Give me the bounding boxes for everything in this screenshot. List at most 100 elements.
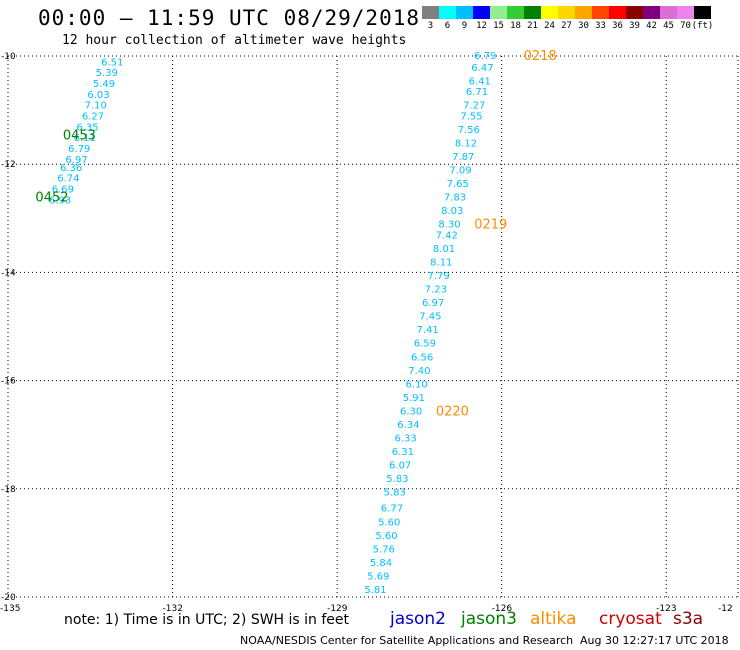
lon-label: -126 bbox=[492, 604, 513, 614]
pass-time-label: 0219 bbox=[474, 218, 507, 233]
wave-height-value: 7.45 bbox=[419, 312, 441, 323]
wave-height-value: 6.93 bbox=[49, 195, 71, 206]
wave-height-value: 6.30 bbox=[400, 406, 422, 417]
legend-swatch bbox=[507, 6, 524, 19]
sat-jason3: jason3 bbox=[461, 609, 517, 629]
footnote: note: 1) Time is in UTC; 2) SWH is in fe… bbox=[64, 612, 350, 628]
legend-label: 45 bbox=[663, 21, 674, 31]
wave-height-value: 6.97 bbox=[422, 298, 444, 309]
wave-height-value: 7.83 bbox=[444, 193, 466, 204]
legend-swatch bbox=[575, 6, 592, 19]
wave-height-value: 6.97 bbox=[65, 155, 87, 166]
wave-height-value: 8.30 bbox=[438, 220, 460, 231]
legend-label: 33 bbox=[595, 21, 606, 31]
legend-cell: 30 bbox=[575, 6, 592, 31]
sat-altika: altika bbox=[530, 609, 577, 629]
legend-swatch bbox=[592, 6, 609, 19]
wave-height-value: 6.34 bbox=[397, 420, 419, 431]
sat-cryosat: cryosat bbox=[599, 609, 662, 629]
wave-height-value: 5.49 bbox=[93, 79, 115, 90]
lat-label: -14 bbox=[1, 268, 16, 278]
legend-label: 39 bbox=[629, 21, 640, 31]
legend-cell: 12 bbox=[473, 6, 490, 31]
legend-label: 42 bbox=[646, 21, 657, 31]
wave-height-value: 6.36 bbox=[60, 163, 82, 174]
legend-swatch bbox=[677, 6, 694, 19]
lon-label: -129 bbox=[327, 604, 348, 614]
timestamp: Aug 30 12:27:17 UTC 2018 bbox=[580, 634, 729, 647]
legend-cell: 27 bbox=[558, 6, 575, 31]
legend-label: 9 bbox=[461, 21, 468, 31]
legend-swatch bbox=[524, 6, 541, 19]
legend-cell: 21 bbox=[524, 6, 541, 31]
legend-cell: 15 bbox=[490, 6, 507, 31]
wave-height-value: 8.11 bbox=[430, 258, 452, 269]
wave-height-value: 6.47 bbox=[471, 63, 493, 74]
credit-line: NOAA/NESDIS Center for Satellite Applica… bbox=[240, 634, 574, 647]
legend-swatch bbox=[558, 6, 575, 19]
wave-height-value: 5.83 bbox=[384, 488, 406, 499]
legend-cell: 18 bbox=[507, 6, 524, 31]
wave-height-value: 6.35 bbox=[76, 122, 98, 133]
wave-height-value: 7.41 bbox=[416, 325, 438, 336]
wave-height-value: 7.40 bbox=[408, 366, 430, 377]
wave-height-value: 7.56 bbox=[458, 125, 480, 136]
wave-height-value: 6.41 bbox=[469, 76, 491, 87]
legend-swatch bbox=[643, 6, 660, 19]
legend-label: 27 bbox=[561, 21, 572, 31]
pass-time-labels: 0453045202180219022006120611 bbox=[35, 49, 557, 419]
legend-swatch bbox=[626, 6, 643, 19]
color-legend: 3 6 9 12 15 18 21 24 27 30 33 36 39 42 4… bbox=[422, 6, 714, 31]
legend-label: 15 bbox=[493, 21, 504, 31]
legend-label: 36 bbox=[612, 21, 623, 31]
legend-cell: 39 bbox=[626, 6, 643, 31]
lat-label: -12 bbox=[1, 160, 16, 170]
legend-swatch bbox=[490, 6, 507, 19]
wave-height-value: 8.01 bbox=[433, 244, 455, 255]
lon-label: -135 bbox=[0, 604, 20, 614]
legend-cell: 36 bbox=[609, 6, 626, 31]
lon-label: -12 bbox=[718, 604, 733, 614]
pass-time-label: 0218 bbox=[524, 49, 557, 64]
pass-time-label: 0453 bbox=[63, 128, 96, 143]
legend-cell: 6 bbox=[439, 6, 456, 31]
wave-height-value: 6.10 bbox=[405, 379, 427, 390]
wave-height-value: 7.65 bbox=[447, 179, 469, 190]
sat-jason2: jason2 bbox=[390, 609, 446, 629]
lon-label: -123 bbox=[656, 604, 676, 614]
map-title: 00:00 – 11:59 UTC 08/29/2018 bbox=[38, 6, 421, 30]
legend-swatch bbox=[473, 6, 490, 19]
wave-height-value: 5.83 bbox=[386, 474, 408, 485]
wave-height-value: 7.10 bbox=[85, 101, 107, 112]
legend-label: (ft) bbox=[691, 21, 714, 31]
axis-labels: -10 -12 -14 -16 -18 -20-135 -132 -129 -126 -123 -1… bbox=[0, 52, 733, 614]
map-grid bbox=[7, 55, 739, 598]
legend-swatch bbox=[439, 6, 456, 19]
legend-swatch bbox=[609, 6, 626, 19]
wave-height-value: 6.56 bbox=[411, 352, 433, 363]
wave-height-value: 8.12 bbox=[455, 139, 477, 150]
legend-swatch bbox=[541, 6, 558, 19]
lat-label: -10 bbox=[1, 52, 16, 62]
wave-height-value: 6.59 bbox=[414, 339, 436, 350]
wave-height-value: 7.55 bbox=[460, 112, 482, 123]
legend-swatch bbox=[456, 6, 473, 19]
wave-height-value: 5.76 bbox=[373, 544, 395, 555]
wave-height-value: 7.23 bbox=[425, 285, 447, 296]
legend-label: 6 bbox=[444, 21, 451, 31]
lat-label: -18 bbox=[1, 485, 16, 495]
legend-label: 21 bbox=[527, 21, 538, 31]
wave-height-value: 6.79 bbox=[68, 144, 90, 155]
legend-label: 24 bbox=[544, 21, 555, 31]
legend-cell: 9 bbox=[456, 6, 473, 31]
wave-height-value: 6.31 bbox=[392, 447, 414, 458]
legend-cell: 24 bbox=[541, 6, 558, 31]
wave-height-value: 5.81 bbox=[364, 585, 386, 596]
legend-cell: 42 bbox=[643, 6, 660, 31]
legend-label: 30 bbox=[578, 21, 589, 31]
sat-s3a: s3a bbox=[673, 609, 704, 629]
wave-height-value: 6.27 bbox=[82, 112, 104, 123]
legend-label: 70 bbox=[680, 21, 691, 31]
wave-height-value: 6.33 bbox=[395, 433, 417, 444]
